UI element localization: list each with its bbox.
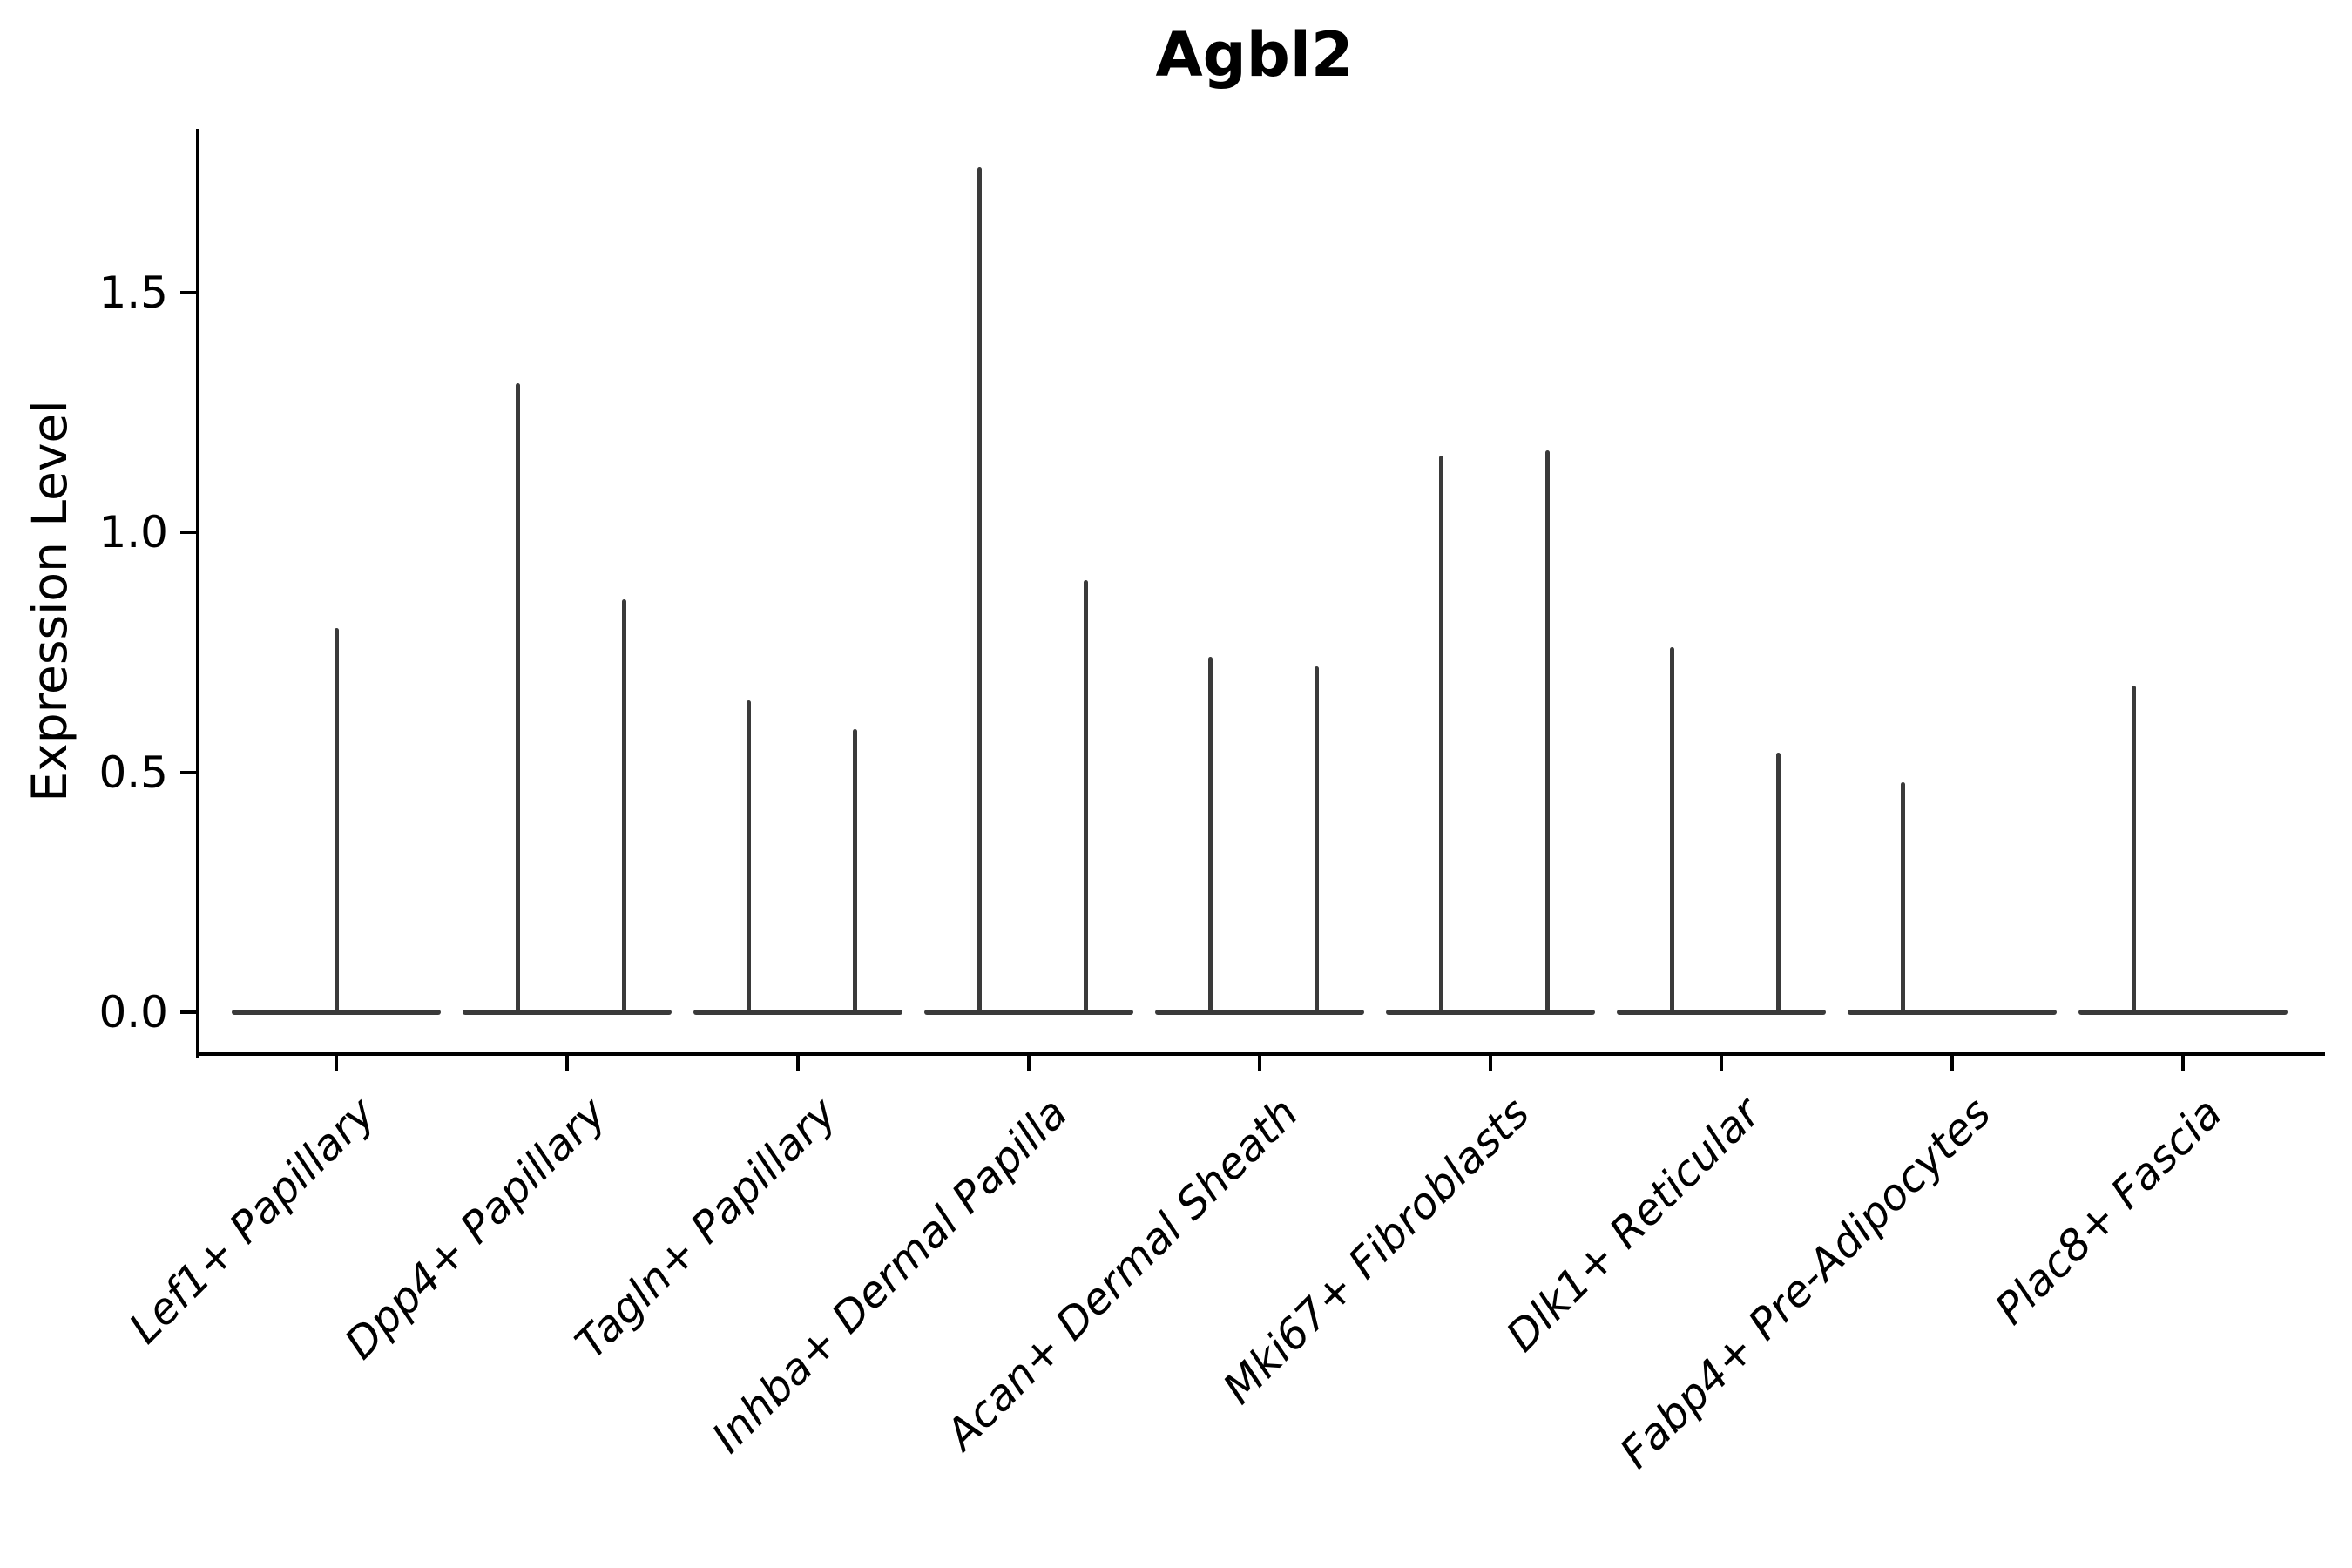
violin-spike xyxy=(1207,657,1213,1014)
violin-spike xyxy=(334,628,339,1014)
violin-spike xyxy=(1083,580,1088,1014)
violin-spike xyxy=(1669,647,1674,1014)
violin-base xyxy=(1155,1010,1364,1015)
x-tick-mark xyxy=(2181,1056,2185,1071)
violin-spike xyxy=(621,599,626,1014)
violin-spike xyxy=(2131,686,2136,1014)
violin-base xyxy=(693,1010,902,1015)
x-tick-mark xyxy=(1489,1056,1492,1071)
violin-spike xyxy=(1314,666,1319,1014)
violin-spike xyxy=(515,383,520,1014)
x-tick-label: Dpp4+ Papillary xyxy=(335,1088,616,1369)
violin-spike xyxy=(852,728,857,1014)
y-tick-label: 1.5 xyxy=(98,267,168,318)
violin-base xyxy=(463,1010,672,1015)
x-tick-mark xyxy=(335,1056,338,1071)
y-tick-mark xyxy=(180,770,198,774)
y-tick-mark xyxy=(180,531,198,534)
x-tick-label: Dlk1+ Reticular xyxy=(1496,1088,1770,1362)
violin-spike xyxy=(1438,455,1443,1014)
violin-spike xyxy=(1775,753,1781,1014)
violin-base xyxy=(1386,1010,1595,1015)
y-axis-spine xyxy=(196,129,199,1058)
y-tick-mark xyxy=(180,290,198,294)
x-axis-spine xyxy=(196,1052,2325,1056)
violin-base xyxy=(1617,1010,1826,1015)
x-tick-label: Plac8+ Fascia xyxy=(1985,1088,2232,1335)
y-tick-label: 0.5 xyxy=(98,747,168,798)
violin-base xyxy=(924,1010,1133,1015)
violin-spike xyxy=(746,700,751,1014)
violin-base xyxy=(2078,1010,2288,1015)
y-axis-label: Expression Level xyxy=(22,400,78,802)
x-tick-mark xyxy=(796,1056,800,1071)
y-tick-label: 1.0 xyxy=(98,507,168,558)
x-tick-mark xyxy=(1027,1056,1031,1071)
x-tick-mark xyxy=(1950,1056,1954,1071)
x-tick-label: Lef1+ Papillary xyxy=(119,1088,385,1354)
violin-spike xyxy=(977,167,982,1014)
violin-spike xyxy=(1544,450,1550,1014)
violin-base xyxy=(1848,1010,2057,1015)
violin-spike xyxy=(1900,781,1905,1014)
y-tick-mark xyxy=(180,1010,198,1014)
x-tick-mark xyxy=(565,1056,569,1071)
x-tick-mark xyxy=(1258,1056,1261,1071)
plot-title: Agbl2 xyxy=(1155,19,1354,91)
x-tick-label: Tagln+ Papillary xyxy=(565,1088,847,1369)
x-tick-label: Fabp4+ Pre-Adipocytes xyxy=(1610,1088,2001,1478)
x-tick-mark xyxy=(1720,1056,1723,1071)
y-tick-label: 0.0 xyxy=(98,987,168,1037)
